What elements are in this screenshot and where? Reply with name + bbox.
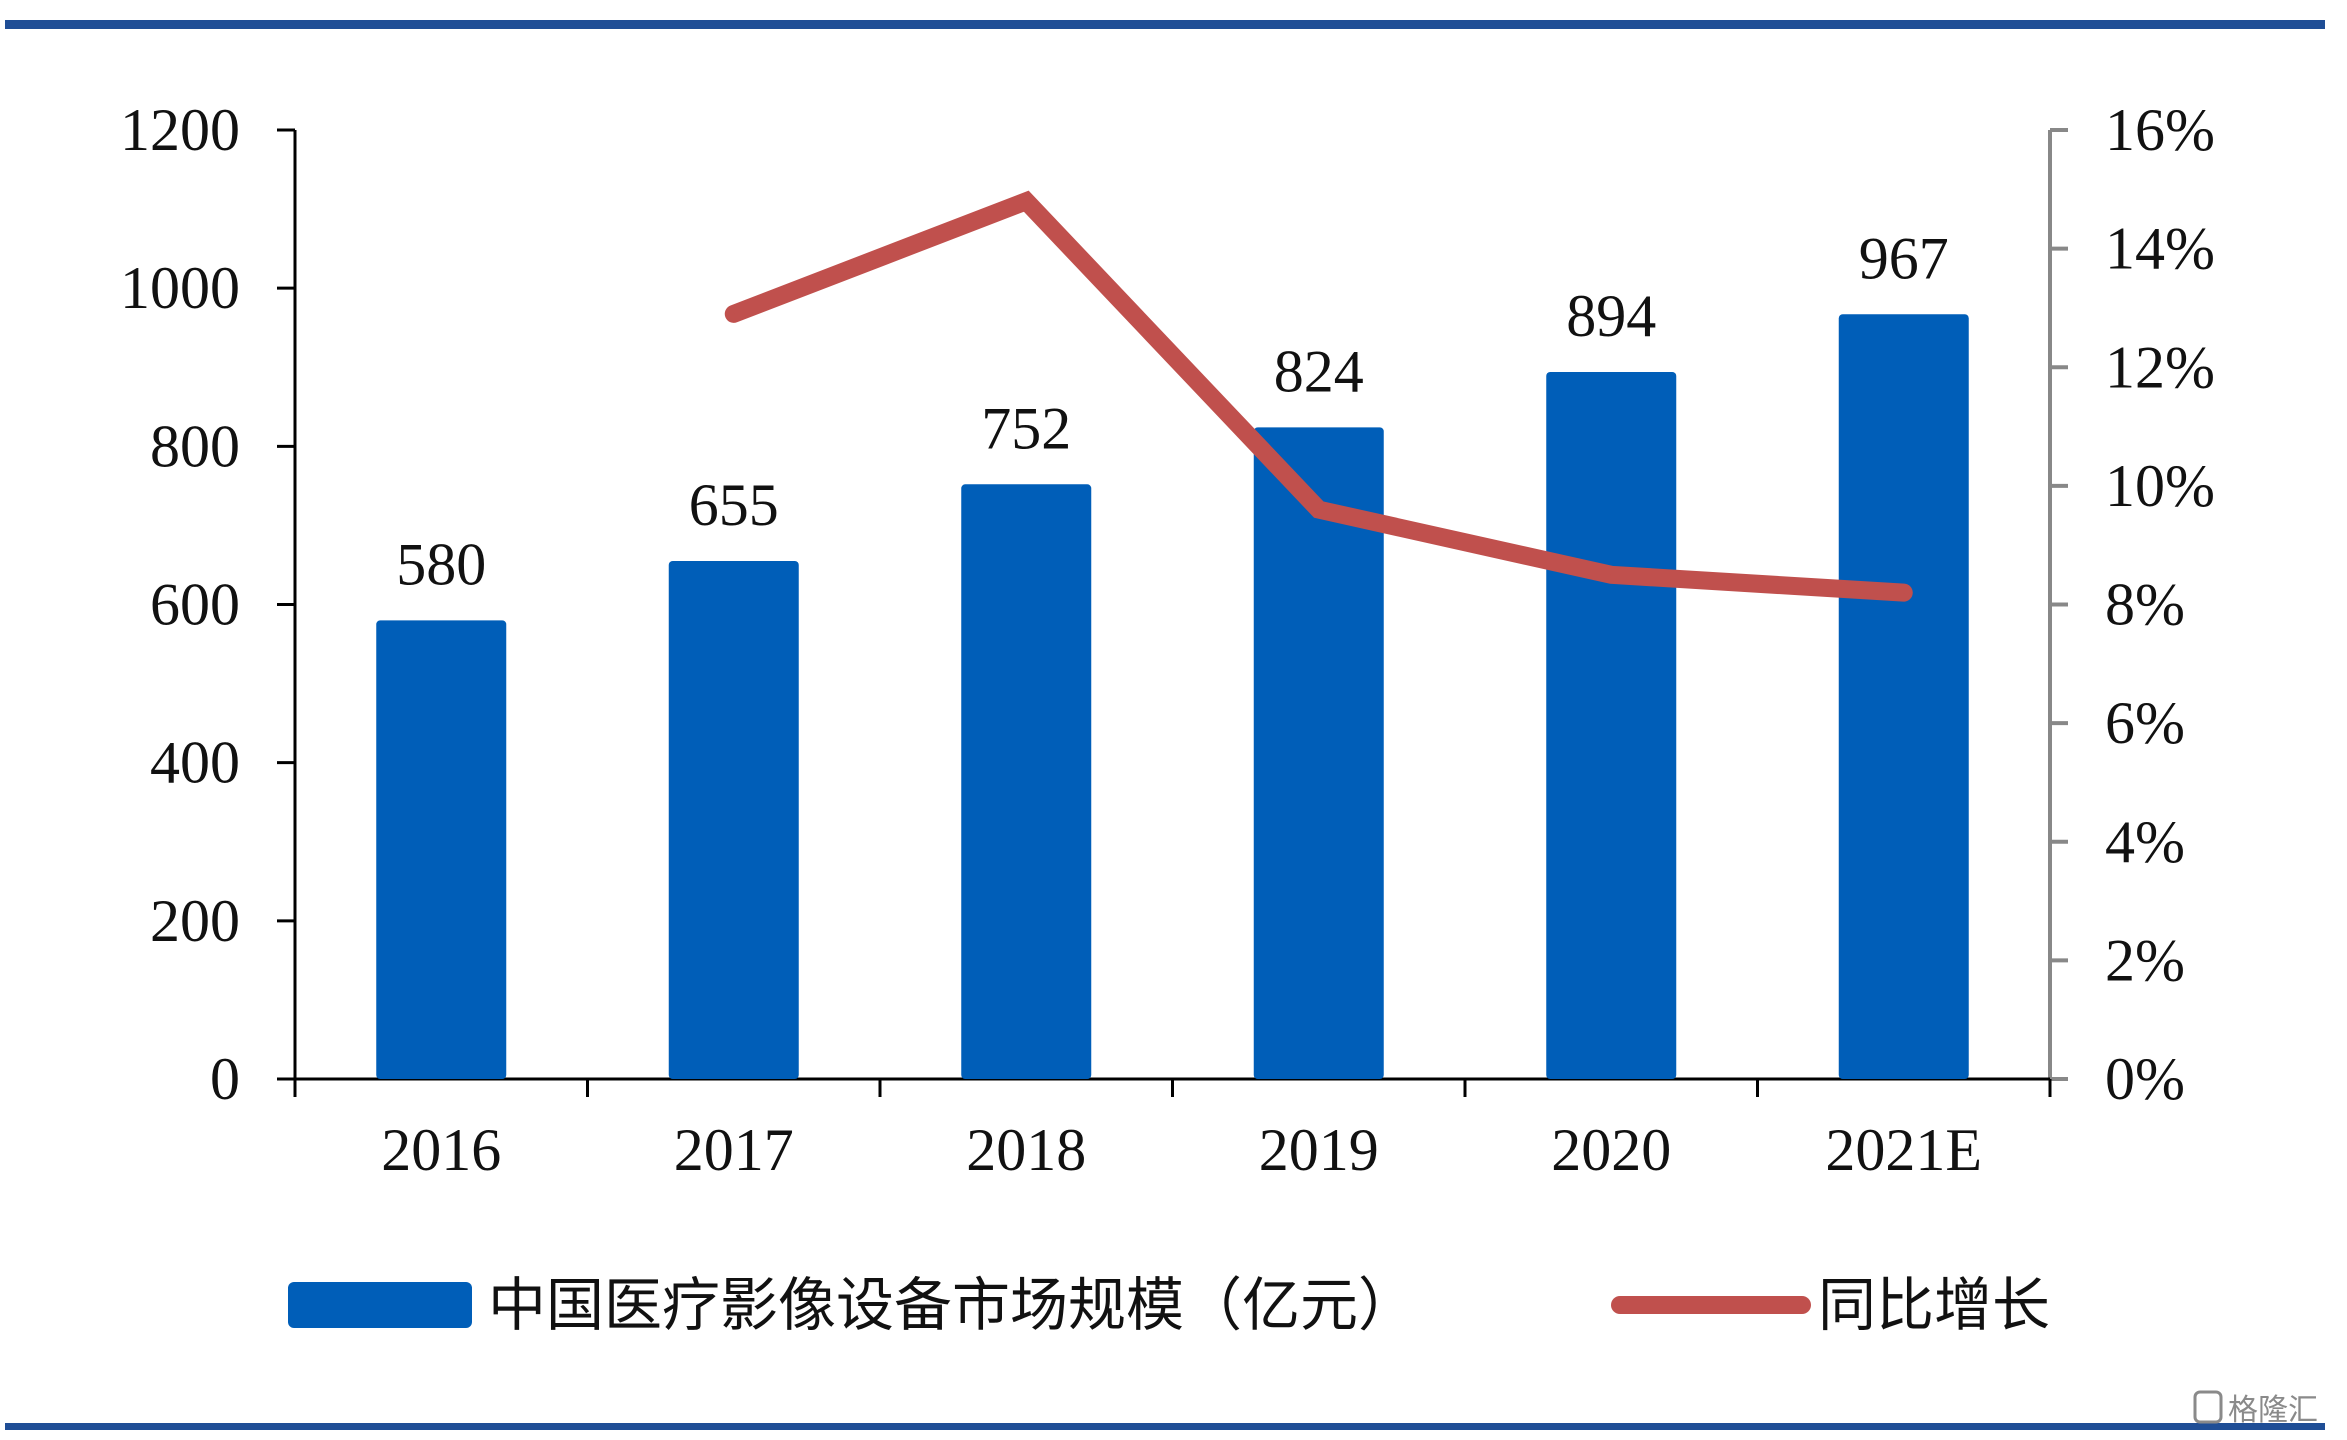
growth-point [732, 312, 735, 315]
right-y-axis: 0% 2% 4% 6% 8% 10% 12% 14% 16% [2048, 97, 2215, 1112]
x-axis: 2016 2017 2018 2019 2020 2021E [293, 1077, 2052, 1183]
left-axis-tick-label: 1200 [120, 97, 240, 163]
bar-data-label: 967 [1859, 225, 1949, 291]
left-axis-tick-label: 400 [150, 730, 240, 796]
left-axis-tick-label: 600 [150, 572, 240, 638]
growth-line-series [724, 190, 1913, 602]
right-axis-tick-label: 4% [2105, 809, 2185, 875]
bar [1253, 427, 1384, 1079]
x-axis-tick-label: 2017 [674, 1117, 794, 1183]
watermark-text: 格隆汇 [2228, 1393, 2318, 1428]
watermark-logo-icon [2193, 1390, 2223, 1424]
x-axis-tick-label: 2018 [966, 1117, 1086, 1183]
right-axis-tick-label: 8% [2105, 572, 2185, 638]
x-axis-tick-label: 2019 [1259, 1117, 1379, 1183]
legend-label-line: 同比增长 [1818, 1271, 2050, 1339]
growth-point [1317, 508, 1320, 511]
x-axis-tick-label: 2021E [1825, 1117, 1982, 1183]
watermark: 格隆汇 [2193, 1390, 2318, 1428]
bar [961, 484, 1092, 1079]
left-axis-tick-label: 0 [210, 1046, 240, 1112]
bar [668, 561, 799, 1079]
bar [1838, 314, 1969, 1079]
bar-data-label: 894 [1566, 283, 1656, 349]
legend: 中国医疗影像设备市场规模（亿元） 同比增长 [288, 1271, 2050, 1339]
growth-point [1025, 200, 1028, 203]
bar [1546, 371, 1677, 1079]
right-axis-tick-label: 10% [2105, 453, 2215, 519]
right-axis-tick-label: 12% [2105, 334, 2215, 400]
right-axis-tick-label: 0% [2105, 1046, 2185, 1112]
right-axis-tick-label: 6% [2105, 690, 2185, 756]
x-axis-tick-label: 2020 [1551, 1117, 1671, 1183]
bar-series [376, 314, 1969, 1079]
growth-point [1902, 591, 1905, 594]
bar [376, 620, 507, 1079]
left-axis-tick-label: 200 [150, 888, 240, 954]
bar-data-labels: 580 655 752 824 894 967 [396, 225, 1949, 597]
bottom-frame-rule [5, 1423, 2325, 1430]
left-axis-tick-label: 1000 [120, 255, 240, 321]
legend-swatch-bar [288, 1282, 472, 1328]
right-axis-tick-label: 16% [2105, 97, 2215, 163]
growth-point [1610, 573, 1613, 576]
top-frame-rule [5, 20, 2325, 29]
left-axis-tick-label: 800 [150, 413, 240, 479]
legend-label-bar: 中国医疗影像设备市场规模（亿元） [488, 1271, 1416, 1339]
bar-data-label: 655 [689, 472, 779, 538]
bar-data-label: 580 [396, 531, 486, 597]
bar-data-label: 752 [981, 395, 1071, 461]
right-axis-tick-label: 2% [2105, 927, 2185, 993]
left-y-axis: 0 200 400 600 800 1000 1200 [120, 97, 297, 1112]
x-axis-tick-label: 2016 [381, 1117, 501, 1183]
bar-data-label: 824 [1274, 338, 1364, 404]
right-axis-tick-label: 14% [2105, 216, 2215, 282]
